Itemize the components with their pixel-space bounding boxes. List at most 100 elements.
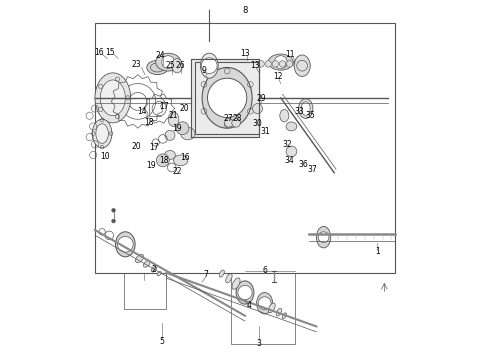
Text: 14: 14 <box>137 107 147 116</box>
Bar <box>123 273 167 309</box>
Text: 2: 2 <box>151 265 156 274</box>
Text: 36: 36 <box>298 160 308 169</box>
Circle shape <box>162 56 174 68</box>
Text: 12: 12 <box>273 72 283 81</box>
Circle shape <box>258 297 271 310</box>
Circle shape <box>279 61 286 67</box>
Text: 4: 4 <box>246 301 251 310</box>
PathPatch shape <box>195 62 259 134</box>
Ellipse shape <box>236 281 254 304</box>
Ellipse shape <box>156 53 181 71</box>
Circle shape <box>274 56 287 68</box>
Text: 20: 20 <box>179 104 189 113</box>
Text: 29: 29 <box>256 94 266 103</box>
Ellipse shape <box>96 124 108 143</box>
Ellipse shape <box>317 226 331 248</box>
Text: 32: 32 <box>282 140 292 149</box>
Text: 10: 10 <box>100 152 110 161</box>
Text: 19: 19 <box>172 124 182 133</box>
Ellipse shape <box>151 267 157 272</box>
Circle shape <box>156 154 169 167</box>
Circle shape <box>287 61 293 67</box>
Circle shape <box>224 118 233 127</box>
Circle shape <box>165 130 175 140</box>
Text: 16: 16 <box>94 48 103 57</box>
Circle shape <box>272 61 279 67</box>
Ellipse shape <box>301 102 310 115</box>
Text: 6: 6 <box>262 266 267 275</box>
Ellipse shape <box>269 303 275 313</box>
Text: 34: 34 <box>284 156 294 165</box>
Circle shape <box>265 61 271 67</box>
Ellipse shape <box>280 109 289 122</box>
Ellipse shape <box>100 80 125 116</box>
Ellipse shape <box>282 313 286 319</box>
Circle shape <box>201 58 217 73</box>
Ellipse shape <box>276 308 282 316</box>
Ellipse shape <box>157 271 161 276</box>
Text: 18: 18 <box>145 118 154 127</box>
Text: 7: 7 <box>203 270 208 279</box>
Circle shape <box>112 219 115 223</box>
Ellipse shape <box>294 55 310 76</box>
Ellipse shape <box>136 255 144 263</box>
Ellipse shape <box>147 60 168 75</box>
Text: 22: 22 <box>172 167 182 176</box>
Ellipse shape <box>200 53 218 78</box>
Text: 26: 26 <box>175 61 185 70</box>
Text: 15: 15 <box>105 48 115 57</box>
Text: 37: 37 <box>307 165 317 174</box>
Ellipse shape <box>202 67 252 128</box>
Text: 1: 1 <box>375 247 380 256</box>
Ellipse shape <box>144 261 150 267</box>
Text: 8: 8 <box>243 6 247 15</box>
Text: 5: 5 <box>160 337 165 346</box>
Text: 13: 13 <box>240 49 250 58</box>
Text: 23: 23 <box>131 60 141 69</box>
Ellipse shape <box>181 127 195 140</box>
Ellipse shape <box>165 150 175 159</box>
Text: 17: 17 <box>159 102 169 111</box>
Ellipse shape <box>286 122 297 131</box>
Text: 35: 35 <box>305 111 315 120</box>
Ellipse shape <box>92 119 112 148</box>
Text: 11: 11 <box>285 50 294 59</box>
Text: 21: 21 <box>168 111 177 120</box>
Ellipse shape <box>95 73 131 123</box>
Text: 16: 16 <box>180 153 190 162</box>
Text: 28: 28 <box>232 114 242 123</box>
Bar <box>95 23 395 273</box>
Text: 27: 27 <box>223 114 233 123</box>
Bar <box>231 273 295 344</box>
Text: 9: 9 <box>201 66 206 75</box>
Text: 30: 30 <box>253 120 262 129</box>
Text: 33: 33 <box>294 107 304 116</box>
Circle shape <box>207 78 247 117</box>
Ellipse shape <box>257 293 272 314</box>
Ellipse shape <box>168 112 179 126</box>
Text: 13: 13 <box>250 61 260 70</box>
Circle shape <box>118 237 133 252</box>
Text: 20: 20 <box>131 141 141 150</box>
Circle shape <box>258 61 264 67</box>
Ellipse shape <box>226 274 232 283</box>
Circle shape <box>238 285 252 300</box>
Circle shape <box>252 104 263 113</box>
Polygon shape <box>192 59 259 137</box>
Text: 17: 17 <box>149 143 159 152</box>
Text: 31: 31 <box>261 127 270 136</box>
Ellipse shape <box>298 99 313 118</box>
Text: 19: 19 <box>146 161 156 170</box>
Circle shape <box>232 118 241 127</box>
Ellipse shape <box>232 278 240 289</box>
Text: 3: 3 <box>257 339 262 348</box>
Ellipse shape <box>173 155 188 166</box>
Ellipse shape <box>219 270 224 277</box>
Circle shape <box>294 61 300 67</box>
Text: 18: 18 <box>159 156 169 165</box>
Text: 24: 24 <box>155 51 165 60</box>
Circle shape <box>112 208 115 212</box>
Ellipse shape <box>116 232 135 257</box>
Circle shape <box>176 122 189 135</box>
Circle shape <box>286 146 297 157</box>
